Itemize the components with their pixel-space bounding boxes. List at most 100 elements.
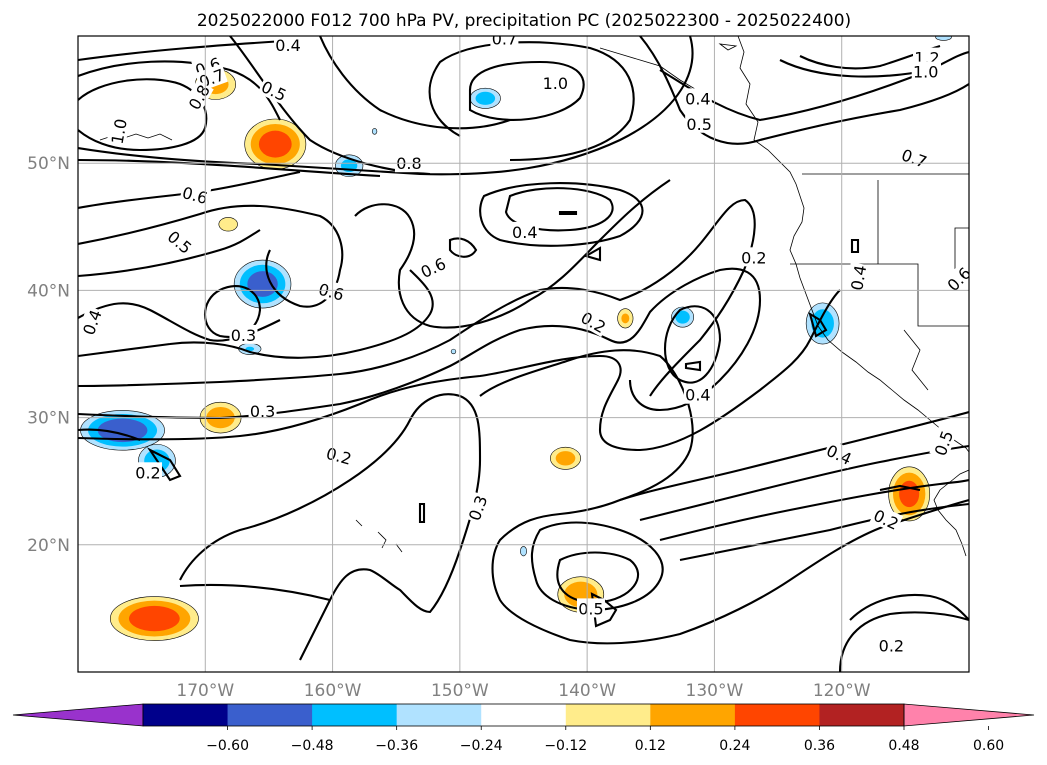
colorbar-tick-label: −0.60 [206,738,249,754]
pv-label-text: 0.8 [979,37,1010,68]
colorbar-segment [396,704,482,726]
pv-label-box [683,88,712,108]
pv-contour-label: 0.5 [685,113,714,134]
lon-tick-label: 140°W [558,681,616,701]
lon-tick-label: 160°W [304,681,362,701]
pv-label-box [941,261,969,296]
pv-label-box [822,439,857,469]
pv-contour-label: 0.3 [248,401,277,421]
pv-label-box [274,36,303,54]
precip-blob [218,217,238,232]
pv-label-text: 0.2 [135,463,160,482]
precip-band [675,310,690,324]
precip-band [97,418,148,443]
colorbar-outline [142,703,905,727]
colorbar-segment [312,704,398,726]
precip-band [475,91,496,105]
pv-label-text: 0.2 [879,636,904,655]
precip-blob [888,466,931,522]
pv-label-box [134,462,163,482]
precip-blob [617,308,634,329]
pv-label-box [877,635,906,655]
colorbar-tick-label: −0.36 [375,738,418,754]
colorbar-segment [819,704,905,726]
pv-label-text: 1.0 [913,63,938,82]
pv-label-box [315,278,348,304]
precip-band [935,36,952,41]
precip-band [899,480,920,508]
lat-tick-label: 40°N [27,281,70,301]
colorbar-segment [227,704,313,726]
pv-label-box [685,113,714,133]
pv-contour-label: 1.0 [106,115,131,147]
pv-contour-labels: 0.40.60.70.81.00.50.71.00.40.51.21.00.80… [78,36,1012,655]
pv-contour-label: 0.4 [683,384,712,405]
precip-blob [469,87,501,109]
precip-blob [520,546,527,557]
colorbar: −0.60 −0.48 −0.36 −0.24 −0.12 0.12 0.24 0.36 0.4… [12,703,1035,754]
colorbar-tick-label: 0.36 [804,738,835,754]
pv-label-box [248,401,277,421]
pv-label-box [869,504,904,534]
pv-contour-label: 0.4 [845,262,870,294]
colorbar-segment [650,704,736,726]
pv-label-text: 1.0 [543,74,568,93]
precipitation-pc-shading [80,36,952,641]
precip-band [129,605,180,632]
pv-label-box [78,305,106,339]
colorbar-tick-label: −0.24 [460,738,503,754]
pv-label-box [323,442,356,469]
precip-blob [110,596,199,641]
colorbar-tick-label: −0.48 [291,738,334,754]
chart-title: 2025022000 F012 700 hPa PV, precipitatio… [197,11,851,31]
pv-label-box [463,491,491,525]
colorbar-extend-low [12,703,144,727]
precip-blob [371,128,378,135]
pv-label-box [416,252,450,282]
precip-blob [233,259,292,309]
pv-label-box [929,426,957,460]
lat-tick-label: 30°N [27,409,70,429]
precip-band [555,451,576,466]
pv-label-box [163,225,197,258]
pv-label-text: 0.5 [578,599,603,618]
pv-contour-label: 0.2 [134,462,163,482]
pv-contour-label: 0.5 [576,598,605,618]
pv-label-text: 0.4 [685,89,710,108]
precip-blob [935,36,952,41]
pv-contour-label: 0.2 [877,635,906,655]
pv-contour-label: 0.2 [576,306,611,337]
lon-tick-label: 120°W [813,681,871,701]
pv-label-text: 1.0 [108,117,131,145]
colorbar-extend-high [903,703,1035,727]
precip-blob [550,446,581,470]
precip-band [450,348,457,355]
pv-label-box [183,79,214,114]
precip-blob [450,348,457,355]
latitude-tick-labels: 20°N 30°N 40°N 50°N [27,154,70,556]
pv-label-text: 0.3 [250,402,275,421]
precip-band [258,130,292,158]
pv-label-box [739,247,768,267]
pv-label-box [541,73,570,93]
pv-contour-label: 0.8 [977,36,1011,70]
pv-label-text: 0.4 [512,223,537,242]
pv-label-text: 0.2 [741,248,766,267]
pv-label-text: 0.8 [978,130,1010,159]
pv-label-box [106,115,131,147]
pv-label-box [179,181,212,208]
pv-label-box [510,221,539,241]
pv-contour-label: 1.0 [541,73,570,93]
colorbar-tick-label: 0.60 [973,738,1004,754]
lon-tick-label: 150°W [431,681,489,701]
colorbar-segment [481,704,567,726]
pv-label-box [576,598,605,618]
precip-band [247,271,278,297]
pv-label-box [978,128,1012,158]
pv-label-text: 0.4 [275,36,300,55]
colorbar-tick-label: 0.12 [635,738,666,754]
lon-tick-label: 130°W [686,681,744,701]
precip-band [218,217,238,232]
precip-band [371,128,378,135]
